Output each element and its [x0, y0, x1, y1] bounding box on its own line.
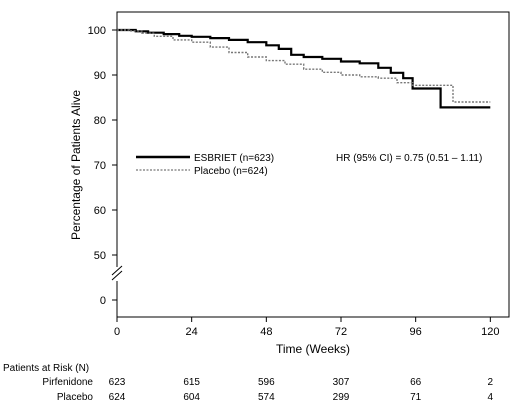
y-tick-label: 100	[88, 25, 106, 37]
risk-value: 66	[410, 377, 422, 388]
y-axis-label: Percentage of Patients Alive	[69, 90, 83, 240]
risk-value: 624	[109, 392, 126, 403]
series-layer	[117, 28, 491, 109]
y-tick-label: 70	[94, 160, 106, 172]
x-tick-label: 48	[260, 326, 272, 338]
legend: ESBRIET (n=623) Placebo (n=624)	[136, 153, 274, 177]
x-tick-label: 72	[335, 326, 347, 338]
risk-value: 604	[183, 392, 200, 403]
risk-row-label-pirfenidone: Pirfenidone	[42, 377, 93, 388]
y-tick-label: 0	[100, 295, 106, 307]
x-tick-label: 96	[410, 326, 422, 338]
y-tick-label: 90	[94, 70, 106, 82]
ticks-layer: 0 50 60 70 80 90 100 0 24 48 72 96 120	[88, 25, 500, 338]
y-tick-label: 60	[94, 205, 106, 217]
x-tick-label: 0	[114, 326, 120, 338]
series-placebo-curve	[117, 29, 491, 103]
risk-value: 299	[333, 392, 350, 403]
risk-value: 574	[258, 392, 275, 403]
y-axis-break	[110, 265, 124, 281]
risk-value: 596	[258, 377, 275, 388]
legend-label-placebo: Placebo (n=624)	[194, 166, 268, 177]
risk-value: 2	[488, 377, 494, 388]
x-tick-label: 24	[186, 326, 198, 338]
risk-value: 623	[109, 377, 126, 388]
risk-table: Patients at Risk (N) Pirfenidone Placebo…	[3, 363, 494, 403]
risk-table-title: Patients at Risk (N)	[3, 363, 89, 374]
risk-value: 4	[488, 392, 494, 403]
hazard-ratio-annotation: HR (95% CI) = 0.75 (0.51 – 1.11)	[336, 153, 482, 164]
risk-value: 71	[410, 392, 422, 403]
x-axis-label: Time (Weeks)	[276, 342, 350, 356]
y-tick-label: 80	[94, 115, 106, 127]
x-tick-label: 120	[481, 326, 499, 338]
series-esbriet-curve	[117, 28, 491, 109]
risk-value: 307	[333, 377, 350, 388]
y-tick-label: 50	[94, 250, 106, 262]
legend-label-esbriet: ESBRIET (n=623)	[194, 153, 274, 164]
risk-value: 615	[183, 377, 200, 388]
risk-row-label-placebo: Placebo	[57, 392, 94, 403]
